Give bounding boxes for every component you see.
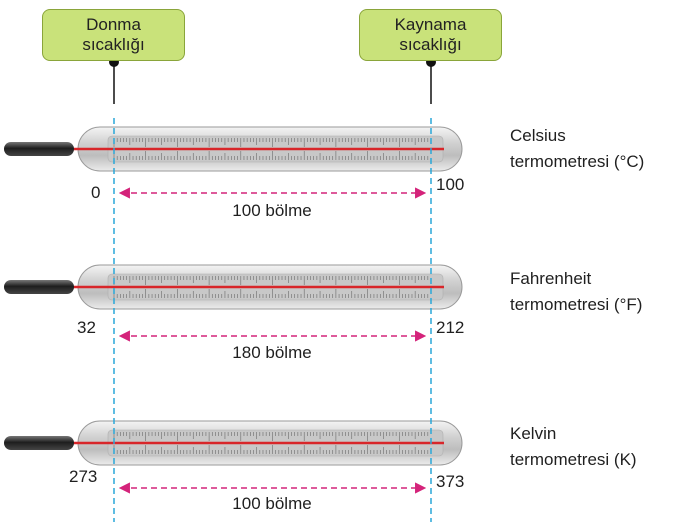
fahrenheit-name: Fahrenheit termometresi (°F): [510, 266, 642, 318]
celsius-name: Celsius termometresi (°C): [510, 123, 644, 175]
celsius-low-value: 0: [91, 183, 101, 202]
kelvin-bulb: [4, 436, 74, 450]
freezing-point-callout: Donma sıcaklığı: [42, 9, 185, 61]
kelvin-name-line1: Kelvin: [510, 424, 557, 443]
fahrenheit-low-value: 32: [77, 318, 96, 337]
kelvin-divisions-label: 100 bölme: [232, 494, 312, 513]
fahrenheit-divisions-label: 180 bölme: [232, 343, 312, 362]
kelvin-name: Kelvin termometresi (K): [510, 421, 637, 473]
celsius-high-value: 100: [436, 175, 465, 194]
boiling-callout-line1: Kaynama: [394, 15, 467, 34]
celsius-tick-marks: [113, 138, 429, 160]
kelvin-low-value: 273: [69, 467, 98, 486]
kelvin-high-value: 373: [436, 472, 465, 491]
celsius-name-line2: termometresi (°C): [510, 152, 645, 171]
boiling-point-callout: Kaynama sıcaklığı: [359, 9, 502, 61]
celsius-bulb: [4, 142, 74, 156]
boiling-callout-line2: sıcaklığı: [399, 35, 462, 54]
kelvin-name-line2: termometresi (K): [510, 450, 637, 469]
celsius-divisions-label: 100 bölme: [232, 201, 312, 220]
fahrenheit-name-line2: termometresi (°F): [510, 295, 643, 314]
celsius-name-line1: Celsius: [510, 126, 566, 145]
fahrenheit-bulb: [4, 280, 74, 294]
fahrenheit-tick-marks: [113, 276, 429, 298]
kelvin-tick-marks: [113, 432, 429, 454]
freezing-callout-line2: sıcaklığı: [82, 35, 145, 54]
fahrenheit-high-value: 212: [436, 318, 465, 337]
fahrenheit-name-line1: Fahrenheit: [510, 269, 592, 288]
freezing-callout-line1: Donma: [86, 15, 141, 34]
